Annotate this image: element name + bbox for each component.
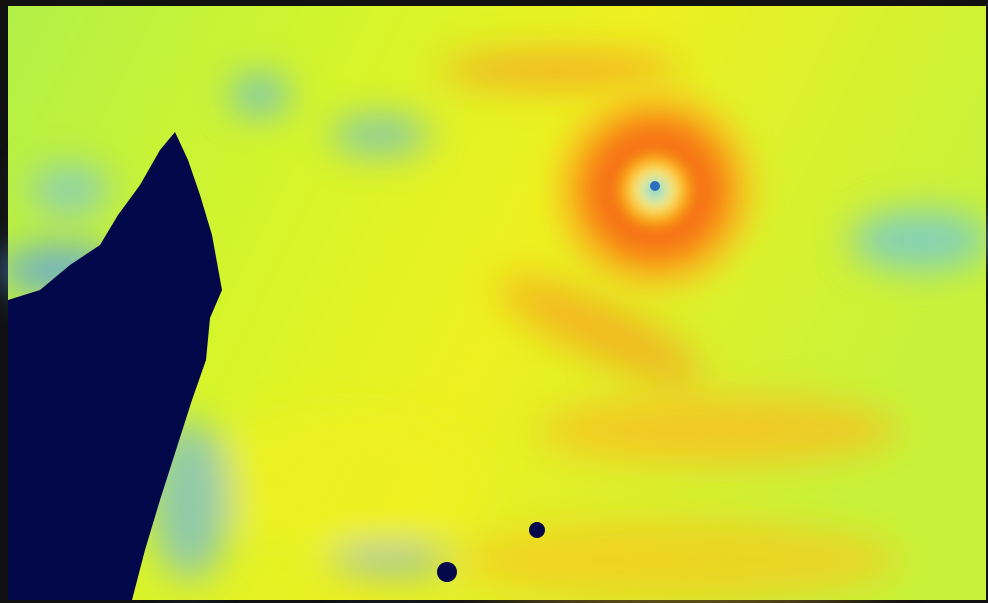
island — [437, 562, 457, 582]
page: (() => { const data = JSON.parse(documen… — [0, 0, 988, 603]
cyclone-eye — [650, 181, 660, 191]
island — [529, 522, 545, 538]
wind-map — [0, 0, 988, 603]
